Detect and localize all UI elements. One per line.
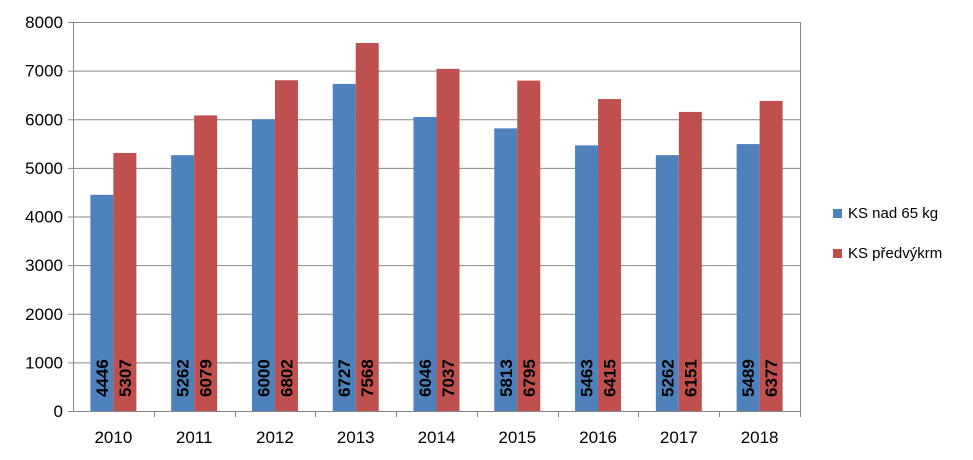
bar-series-1 [171, 155, 195, 411]
x-tick-label: 2018 [741, 428, 779, 447]
bar-series-1 [332, 83, 356, 411]
bar-series-1 [90, 194, 114, 411]
y-tick-label: 4000 [25, 208, 63, 227]
data-label: 4446 [93, 359, 112, 397]
bars [90, 43, 783, 412]
legend-label-series-1: KS nad 65 kg [848, 204, 939, 222]
bar-series-2 [678, 111, 702, 411]
y-tick-label: 6000 [25, 110, 63, 129]
data-label: 5489 [739, 359, 758, 397]
x-tick-label: 2014 [418, 428, 456, 447]
bar-series-2 [517, 80, 541, 411]
bar-series-1 [575, 145, 599, 411]
y-tick-label: 8000 [25, 13, 63, 32]
data-label: 5262 [658, 359, 677, 397]
y-tick-label: 3000 [25, 256, 63, 275]
data-label: 5813 [497, 359, 516, 397]
bar-series-1 [736, 144, 760, 411]
x-tick-label: 2015 [498, 428, 536, 447]
x-tick-label: 2011 [176, 428, 213, 447]
data-label: 5307 [116, 359, 135, 397]
data-labels: 4446 5307 5262 6079 6000 6802 6727 7568 6046 7037… [93, 359, 781, 397]
data-label: 5463 [578, 359, 597, 397]
legend-swatch-series-2 [833, 248, 842, 258]
data-label: 6000 [254, 359, 273, 397]
y-tick-label: 5000 [25, 159, 63, 178]
data-label: 7037 [439, 359, 458, 397]
y-tick-label: 7000 [25, 62, 63, 81]
data-label: 6727 [335, 359, 354, 397]
bar-series-2 [436, 68, 460, 412]
bar-series-2 [759, 100, 783, 412]
x-axis: 2010 2011 2012 2013 2014 2015 2016 2017 2018 [73, 411, 801, 447]
data-label: 6795 [520, 359, 539, 397]
data-label: 5262 [174, 359, 193, 397]
data-label: 6046 [416, 359, 435, 397]
bar-series-2 [355, 43, 379, 411]
y-tick-label: 2000 [25, 305, 63, 324]
bar-series-2 [274, 80, 298, 411]
bar-series-1 [251, 119, 275, 411]
data-label: 6079 [197, 359, 216, 397]
data-label: 6415 [601, 359, 620, 397]
bar-series-2 [194, 115, 218, 411]
data-label: 6151 [681, 359, 700, 397]
legend-label-series-2: KS předvýkrm [848, 244, 943, 262]
x-tick-label: 2017 [660, 428, 698, 447]
y-tick-label: 1000 [25, 353, 63, 372]
legend-swatch-series-1 [833, 208, 842, 218]
x-tick-label: 2012 [256, 428, 294, 447]
bar-series-2 [113, 152, 137, 411]
y-axis: 0 1000 2000 3000 4000 5000 6000 7000 8000 [25, 13, 801, 421]
legend: KS nad 65 kg KS předvýkrm [833, 203, 942, 283]
legend-item-series-1: KS nad 65 kg [833, 203, 942, 223]
bar-series-1 [494, 128, 518, 411]
bar-series-2 [598, 99, 622, 412]
bar-series-1 [413, 117, 437, 412]
data-label: 6377 [762, 359, 781, 397]
x-tick-label: 2013 [337, 428, 375, 447]
data-label: 6802 [277, 359, 296, 397]
x-tick-label: 2010 [94, 428, 132, 447]
legend-item-series-2: KS předvýkrm [833, 243, 942, 263]
data-label: 7568 [358, 359, 377, 397]
x-tick-label: 2016 [579, 428, 617, 447]
bar-series-1 [655, 155, 679, 411]
y-tick-label: 0 [54, 402, 63, 421]
